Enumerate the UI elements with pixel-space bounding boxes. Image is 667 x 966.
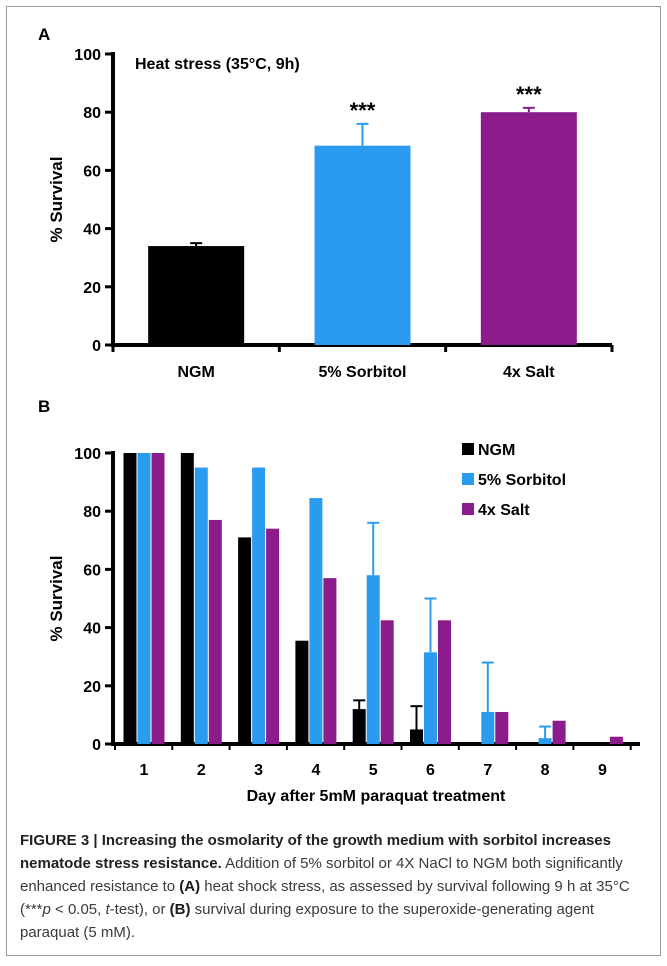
caption-t: t: [105, 901, 110, 918]
panel-b-bar: [266, 528, 280, 744]
figure-frame: [6, 6, 661, 956]
caption-text-4: -test), or: [109, 901, 170, 918]
caption-ref-b: (B): [169, 901, 191, 918]
panel-b-bar: [495, 711, 509, 744]
panel-b-x-tick-label: 3: [254, 762, 263, 779]
panel-a-title: Heat stress (35°C, 9h): [135, 56, 300, 73]
panel-b-x-tick-label: 6: [426, 762, 435, 779]
caption-text-5: survival during exposure to the superoxi…: [20, 901, 595, 941]
caption-text-1: Addition of 5% sorbitol or 4X NaCl to NG…: [20, 855, 623, 895]
caption-title: FIGURE 3 | Increasing the osmolarity of …: [20, 832, 611, 872]
panel-a-y-tick-label: 80: [83, 105, 101, 122]
panel-a-bar: [480, 112, 577, 345]
caption-text-2: heat shock stress, as assessed by surviv…: [20, 878, 630, 918]
panel-b-legend-swatch: [462, 503, 474, 515]
panel-b-bar: [309, 498, 323, 744]
panel-b-legend-label: 5% Sorbitol: [478, 472, 566, 489]
panel-a-letter: A: [38, 25, 50, 44]
panel-b-bar: [123, 453, 137, 744]
panel-b-y-tick-label: 40: [83, 621, 101, 638]
panel-b-letter: B: [38, 397, 50, 416]
panel-a-significance-label: ***: [516, 82, 542, 107]
panel-b-bar: [410, 729, 423, 744]
panel-b-bar: [238, 537, 252, 744]
panel-b-legend-label: 4x Salt: [478, 502, 530, 519]
panel-b-bar: [366, 575, 380, 744]
panel-b-bar: [380, 620, 394, 744]
panel-b-bar: [252, 467, 266, 744]
panel-b-bar: [180, 453, 194, 744]
panel-b-x-label: Day after 5mM paraquat treatment: [247, 788, 506, 805]
panel-a-y-tick-label: 20: [83, 280, 101, 297]
panel-b-bar: [194, 467, 208, 744]
caption-text-3: < 0.05,: [50, 901, 106, 918]
panel-a-bar: [148, 246, 245, 345]
caption-ref-a: (A): [179, 878, 201, 895]
panel-b-bar: [609, 736, 623, 744]
panel-b-bar: [295, 640, 309, 744]
panel-a-y-tick-label: 60: [83, 163, 101, 180]
panel-b-bar: [538, 738, 552, 744]
panel-b-bar: [323, 578, 337, 744]
panel-a-x-tick-label: 4x Salt: [503, 364, 555, 381]
panel-b-legend-swatch: [462, 473, 474, 485]
panel-b-y-tick-label: 100: [74, 446, 101, 463]
panel-b-bar: [137, 453, 151, 744]
panel-b-y-tick-label: 0: [92, 737, 101, 754]
panel-b-x-tick-label: 5: [369, 762, 378, 779]
panel-a-y-tick-label: 40: [83, 222, 101, 239]
panel-a-bar: [314, 145, 411, 345]
panel-b-x-tick-label: 2: [197, 762, 206, 779]
panel-b-bar: [481, 711, 495, 744]
panel-a-x-tick-label: NGM: [178, 364, 215, 381]
panel-a-y-label: % Survival: [47, 157, 66, 243]
panel-a-significance-label: ***: [350, 98, 376, 123]
panel-b-x-tick-label: 9: [598, 762, 607, 779]
panel-b-x-tick-label: 4: [311, 762, 320, 779]
panel-b-y-tick-label: 20: [83, 679, 101, 696]
panel-b-legend-label: NGM: [478, 442, 515, 459]
panel-a-y-tick-label: 100: [74, 47, 101, 64]
panel-b-x-tick-label: 1: [140, 762, 149, 779]
caption-p: p: [42, 901, 51, 918]
panel-b-y-tick-label: 60: [83, 562, 101, 579]
panel-b-x-tick-label: 8: [541, 762, 550, 779]
panel-b-y-label: % Survival: [47, 556, 66, 642]
panel-b-x-tick-label: 7: [483, 762, 492, 779]
panel-b-bar: [438, 620, 451, 744]
panel-b-y-tick-label: 80: [83, 504, 101, 521]
panel-b-bar: [151, 453, 165, 744]
panel-b-bar: [552, 720, 566, 744]
panel-b-bar: [352, 709, 366, 744]
panel-b-bar: [208, 519, 222, 744]
figure-caption: FIGURE 3 | Increasing the osmolarity of …: [20, 829, 650, 944]
panel-b-bar: [424, 652, 437, 744]
panel-a-y-tick-label: 0: [92, 338, 101, 355]
panel-b-legend-swatch: [462, 443, 474, 455]
panel-a-x-tick-label: 5% Sorbitol: [318, 364, 406, 381]
